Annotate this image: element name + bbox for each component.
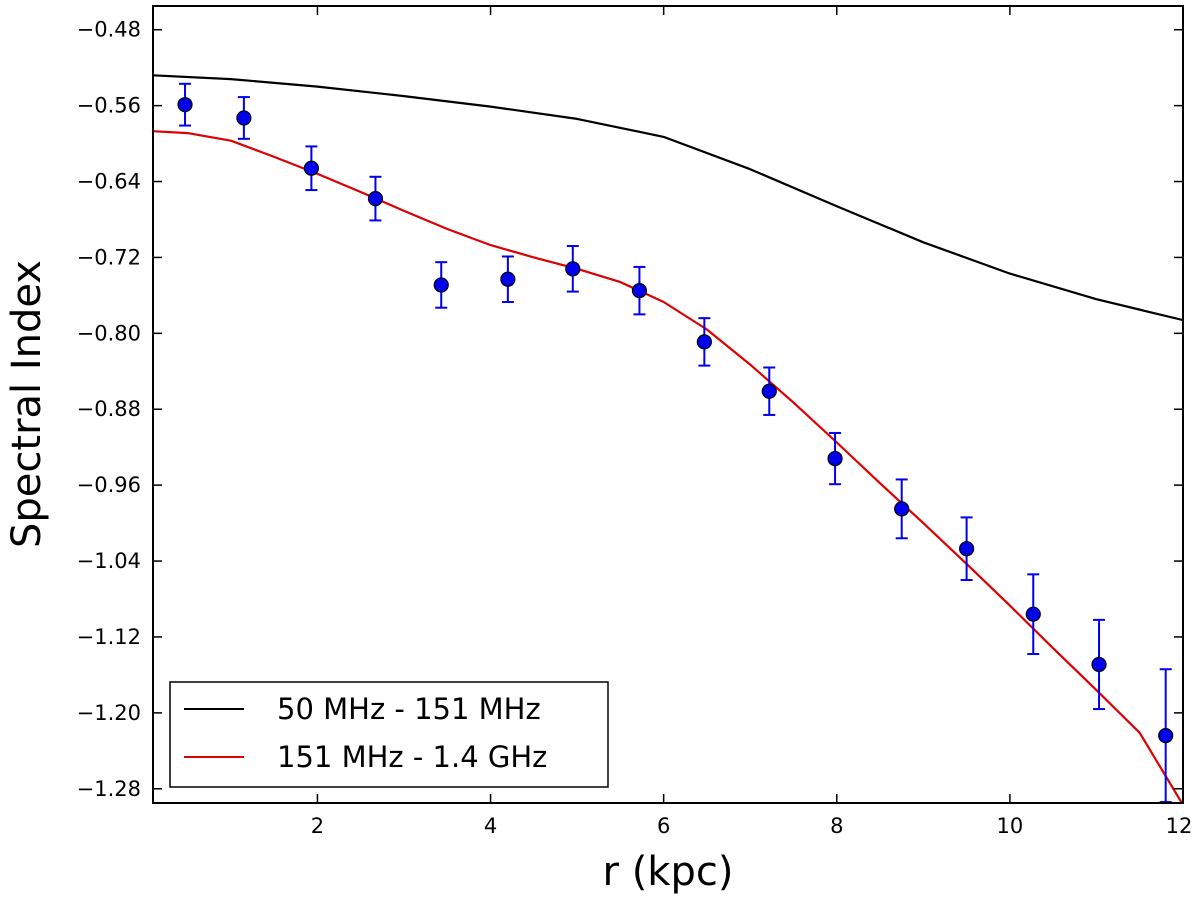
x-tick-label: 2 — [311, 814, 324, 838]
data-point-group — [894, 478, 910, 540]
data-point-group — [631, 265, 648, 316]
data-point — [236, 110, 252, 126]
data-point — [177, 97, 193, 113]
y-tick-label: −1.04 — [77, 549, 141, 573]
data-point — [433, 277, 449, 293]
y-tick-label: −1.28 — [77, 777, 141, 801]
series-line-1 — [153, 130, 1183, 803]
data-point-group — [696, 317, 712, 367]
data-point — [303, 160, 319, 176]
series-line-0 — [153, 74, 1183, 322]
y-axis-ticks: −0.48 −0.56 −0.64 −0.72 −0.80 −0.88 −0.96 −1.04… — [77, 18, 1183, 801]
y-tick-label: −1.20 — [77, 701, 141, 725]
data-point-group — [236, 96, 252, 140]
y-tick-label: −0.72 — [77, 245, 141, 269]
data-point — [1158, 728, 1174, 744]
data-point-group — [1025, 573, 1041, 656]
data-point-group — [827, 431, 843, 486]
legend-label-151mhz-1-4ghz: 151 MHz - 1.4 GHz — [277, 740, 547, 774]
series-lines — [153, 74, 1183, 803]
data-point — [565, 261, 581, 277]
data-point — [500, 271, 516, 287]
y-tick-label: −0.80 — [77, 321, 141, 345]
data-point-group — [761, 366, 777, 416]
data-point — [894, 501, 910, 517]
x-tick-label: 12 — [1166, 814, 1193, 838]
data-point — [367, 191, 384, 207]
x-tick-label: 4 — [484, 814, 497, 838]
y-tick-label: −1.12 — [77, 625, 141, 649]
y-tick-label: −0.88 — [77, 397, 141, 421]
y-tick-label: −0.56 — [77, 94, 141, 118]
data-point-group — [1091, 618, 1107, 711]
data-point — [696, 334, 712, 350]
y-tick-label: −0.64 — [77, 170, 141, 194]
data-point-group — [959, 516, 975, 582]
legend-box — [169, 681, 609, 788]
plot-frame — [152, 5, 1184, 804]
y-axis-label: Spectral Index — [4, 260, 50, 548]
data-point-group — [565, 245, 581, 293]
data-point-group — [433, 261, 449, 309]
data-point-group — [500, 255, 516, 304]
legend: 50 MHz - 151 MHz 151 MHz - 1.4 GHz — [169, 681, 609, 788]
x-tick-label: 10 — [997, 814, 1024, 838]
x-tick-label: 6 — [657, 814, 670, 838]
legend-label-50-151mhz: 50 MHz - 151 MHz — [277, 692, 541, 726]
y-tick-label: −0.48 — [77, 18, 141, 42]
data-point-group — [367, 175, 384, 222]
data-points — [177, 82, 1174, 804]
data-point — [761, 383, 777, 399]
data-point — [1025, 606, 1041, 622]
data-point-group — [177, 82, 193, 127]
x-tick-label: 8 — [830, 814, 843, 838]
y-tick-label: −0.96 — [77, 473, 141, 497]
data-point-group — [303, 145, 319, 192]
x-axis-label: r (kpc) — [603, 849, 734, 895]
x-axis-ticks: 2 4 6 8 10 12 — [311, 6, 1193, 838]
data-point — [959, 541, 975, 557]
data-point — [1091, 656, 1107, 673]
data-point — [631, 283, 648, 299]
data-point — [827, 450, 843, 467]
